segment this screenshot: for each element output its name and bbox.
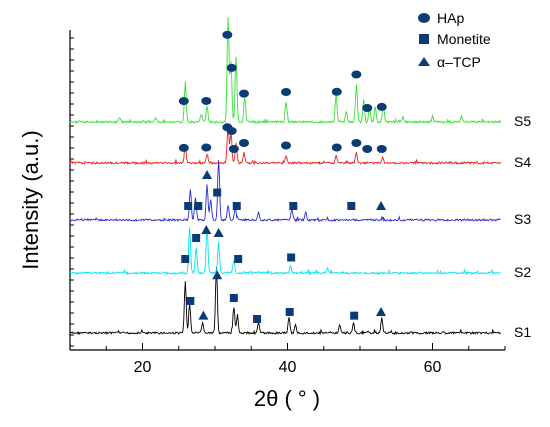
ellipse-phase-marker: [281, 141, 292, 150]
ellipse-phase-marker: [239, 139, 249, 147]
square-phase-marker: [184, 202, 193, 210]
triangle-phase-marker: [213, 228, 224, 237]
legend-monetite-label: Monetite: [437, 31, 491, 47]
series-label-s5: S5: [514, 113, 531, 129]
square-phase-marker: [253, 315, 262, 323]
legend: HAp Monetite α–TCP: [418, 10, 491, 70]
legend-tcp-label: α–TCP: [437, 54, 481, 70]
x-tick-label: 40: [279, 359, 297, 376]
square-phase-marker: [192, 234, 201, 242]
square-phase-marker: [229, 293, 238, 302]
ellipse-phase-marker: [226, 63, 237, 72]
square-phase-marker: [350, 311, 359, 320]
ellipse-phase-marker: [178, 143, 189, 152]
triangle-phase-marker: [212, 270, 223, 280]
y-axis-title: Intensity (a.u.): [18, 130, 43, 269]
ellipse-phase-marker: [201, 96, 212, 105]
ellipse-phase-marker: [178, 97, 189, 106]
square-phase-marker: [287, 253, 296, 262]
square-phase-marker: [186, 296, 195, 305]
triangle-phase-marker: [376, 201, 387, 210]
ellipse-phase-marker: [201, 143, 212, 152]
x-tick-label: 60: [424, 359, 442, 376]
series-line-s4: [69, 127, 502, 166]
plot-frame: [69, 30, 505, 351]
ellipse-phase-marker: [362, 104, 373, 112]
ellipse-phase-marker: [376, 145, 387, 153]
x-axis-ticks: [69, 343, 506, 350]
series-group: [69, 17, 502, 336]
ellipse-phase-marker: [376, 102, 387, 111]
legend-monetite-marker: [419, 34, 429, 44]
x-tick-labels: 20 40 60: [134, 359, 442, 376]
triangle-phase-marker: [202, 169, 213, 179]
x-tick-label: 20: [134, 359, 152, 376]
ellipse-phase-marker: [281, 88, 292, 96]
series-label-s2: S2: [514, 264, 531, 280]
ellipse-phase-marker: [239, 89, 249, 98]
ellipse-phase-marker: [362, 145, 373, 153]
ellipse-phase-marker: [228, 145, 239, 153]
series-label-s1: S1: [514, 324, 531, 340]
square-phase-marker: [194, 202, 203, 210]
series-line-s5: [69, 17, 502, 125]
y-axis-ticks: [70, 37, 74, 347]
square-phase-marker: [285, 307, 294, 316]
ellipse-phase-marker: [226, 126, 237, 135]
triangle-phase-marker: [376, 306, 387, 316]
series-line-s2: [69, 227, 501, 276]
series-label-s4: S4: [514, 154, 531, 170]
legend-hap-label: HAp: [437, 10, 464, 26]
square-phase-marker: [213, 188, 222, 197]
square-phase-marker: [232, 202, 241, 210]
series-line-s1: [69, 266, 501, 336]
series-labels: S1 S2 S3 S4 S5: [514, 113, 531, 340]
triangle-phase-marker: [201, 224, 212, 234]
square-phase-marker: [289, 202, 298, 210]
ellipse-phase-marker: [331, 143, 342, 152]
series-label-s3: S3: [514, 211, 531, 227]
phase-markers: [178, 30, 387, 323]
ellipse-phase-marker: [351, 139, 362, 147]
ellipse-phase-marker: [331, 87, 342, 96]
square-phase-marker: [181, 255, 190, 263]
ellipse-phase-marker: [351, 70, 362, 79]
x-axis-title: 2θ ( ° ): [254, 386, 320, 411]
legend-tcp-marker: [418, 57, 430, 66]
triangle-phase-marker: [198, 310, 209, 320]
ellipse-phase-marker: [222, 30, 233, 39]
square-phase-marker: [347, 202, 356, 210]
series-line-s3: [69, 160, 501, 223]
square-phase-marker: [234, 255, 243, 263]
legend-hap-marker: [418, 13, 430, 23]
